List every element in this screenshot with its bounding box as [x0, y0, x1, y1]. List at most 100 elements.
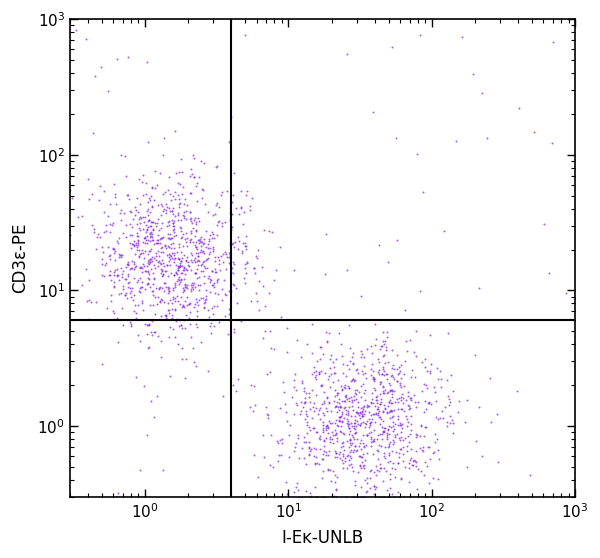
Point	[224, 253, 233, 262]
Point	[393, 397, 403, 406]
Point	[362, 486, 372, 495]
Point	[134, 174, 143, 183]
Point	[179, 263, 188, 272]
Point	[98, 255, 107, 264]
Point	[208, 211, 218, 220]
Point	[282, 348, 292, 357]
Point	[194, 239, 204, 248]
Point	[137, 282, 146, 291]
Point	[145, 215, 154, 224]
Point	[189, 172, 199, 181]
Point	[364, 415, 374, 424]
Point	[176, 155, 185, 163]
Point	[269, 344, 278, 353]
Point	[311, 444, 321, 453]
Point	[380, 401, 389, 410]
Point	[346, 412, 356, 421]
Point	[217, 219, 227, 228]
Point	[161, 312, 171, 321]
Point	[389, 406, 398, 415]
Point	[122, 171, 131, 180]
Point	[210, 289, 220, 298]
Point	[113, 271, 123, 280]
Point	[394, 421, 403, 430]
Point	[169, 222, 179, 230]
Point	[116, 253, 126, 262]
Point	[113, 265, 122, 274]
Point	[122, 259, 132, 268]
Point	[362, 430, 372, 439]
Point	[151, 255, 161, 264]
Point	[396, 432, 406, 441]
Point	[359, 464, 369, 473]
Point	[385, 407, 394, 416]
Point	[223, 187, 232, 196]
Point	[103, 86, 113, 95]
Point	[382, 408, 392, 417]
Point	[294, 454, 304, 463]
Point	[105, 199, 115, 208]
Point	[148, 280, 158, 288]
Point	[175, 277, 185, 286]
Point	[334, 417, 343, 426]
Point	[421, 422, 431, 431]
Point	[211, 267, 221, 276]
Point	[146, 328, 156, 336]
Point	[332, 391, 342, 400]
Point	[113, 489, 123, 498]
Point	[339, 446, 349, 455]
Point	[186, 281, 196, 290]
Point	[251, 288, 261, 297]
Point	[340, 397, 349, 406]
Point	[305, 405, 314, 413]
Point	[214, 274, 223, 283]
Point	[135, 212, 145, 221]
Point	[367, 417, 376, 426]
Point	[344, 442, 353, 451]
Point	[436, 367, 445, 376]
Point	[404, 432, 413, 441]
Point	[164, 234, 173, 243]
Point	[154, 257, 164, 266]
Point	[312, 357, 322, 366]
Point	[340, 383, 350, 392]
Point	[319, 427, 328, 436]
Point	[305, 398, 315, 407]
Point	[136, 263, 145, 272]
Point	[226, 287, 236, 296]
Point	[115, 234, 124, 243]
Point	[134, 246, 143, 254]
Point	[143, 222, 153, 231]
Point	[319, 446, 329, 455]
Point	[144, 343, 154, 352]
Point	[148, 300, 158, 309]
Point	[137, 263, 147, 272]
Point	[191, 268, 200, 277]
Point	[199, 302, 209, 311]
Point	[356, 292, 366, 301]
Point	[356, 353, 365, 362]
Point	[158, 271, 168, 280]
Point	[188, 170, 197, 179]
Point	[179, 265, 189, 274]
Point	[163, 218, 173, 227]
Point	[188, 344, 198, 353]
Point	[83, 315, 92, 324]
Point	[394, 434, 404, 442]
Point	[90, 71, 100, 80]
Point	[404, 464, 414, 473]
Point	[387, 413, 397, 422]
Point	[375, 464, 385, 473]
Point	[176, 234, 186, 243]
Point	[141, 179, 151, 187]
Point	[121, 152, 130, 161]
Point	[337, 418, 347, 427]
Point	[312, 427, 322, 436]
Point	[105, 271, 115, 280]
Point	[349, 396, 358, 405]
Point	[199, 247, 208, 256]
Point	[134, 253, 143, 262]
Point	[373, 455, 383, 464]
Point	[124, 277, 134, 286]
Point	[348, 466, 358, 475]
